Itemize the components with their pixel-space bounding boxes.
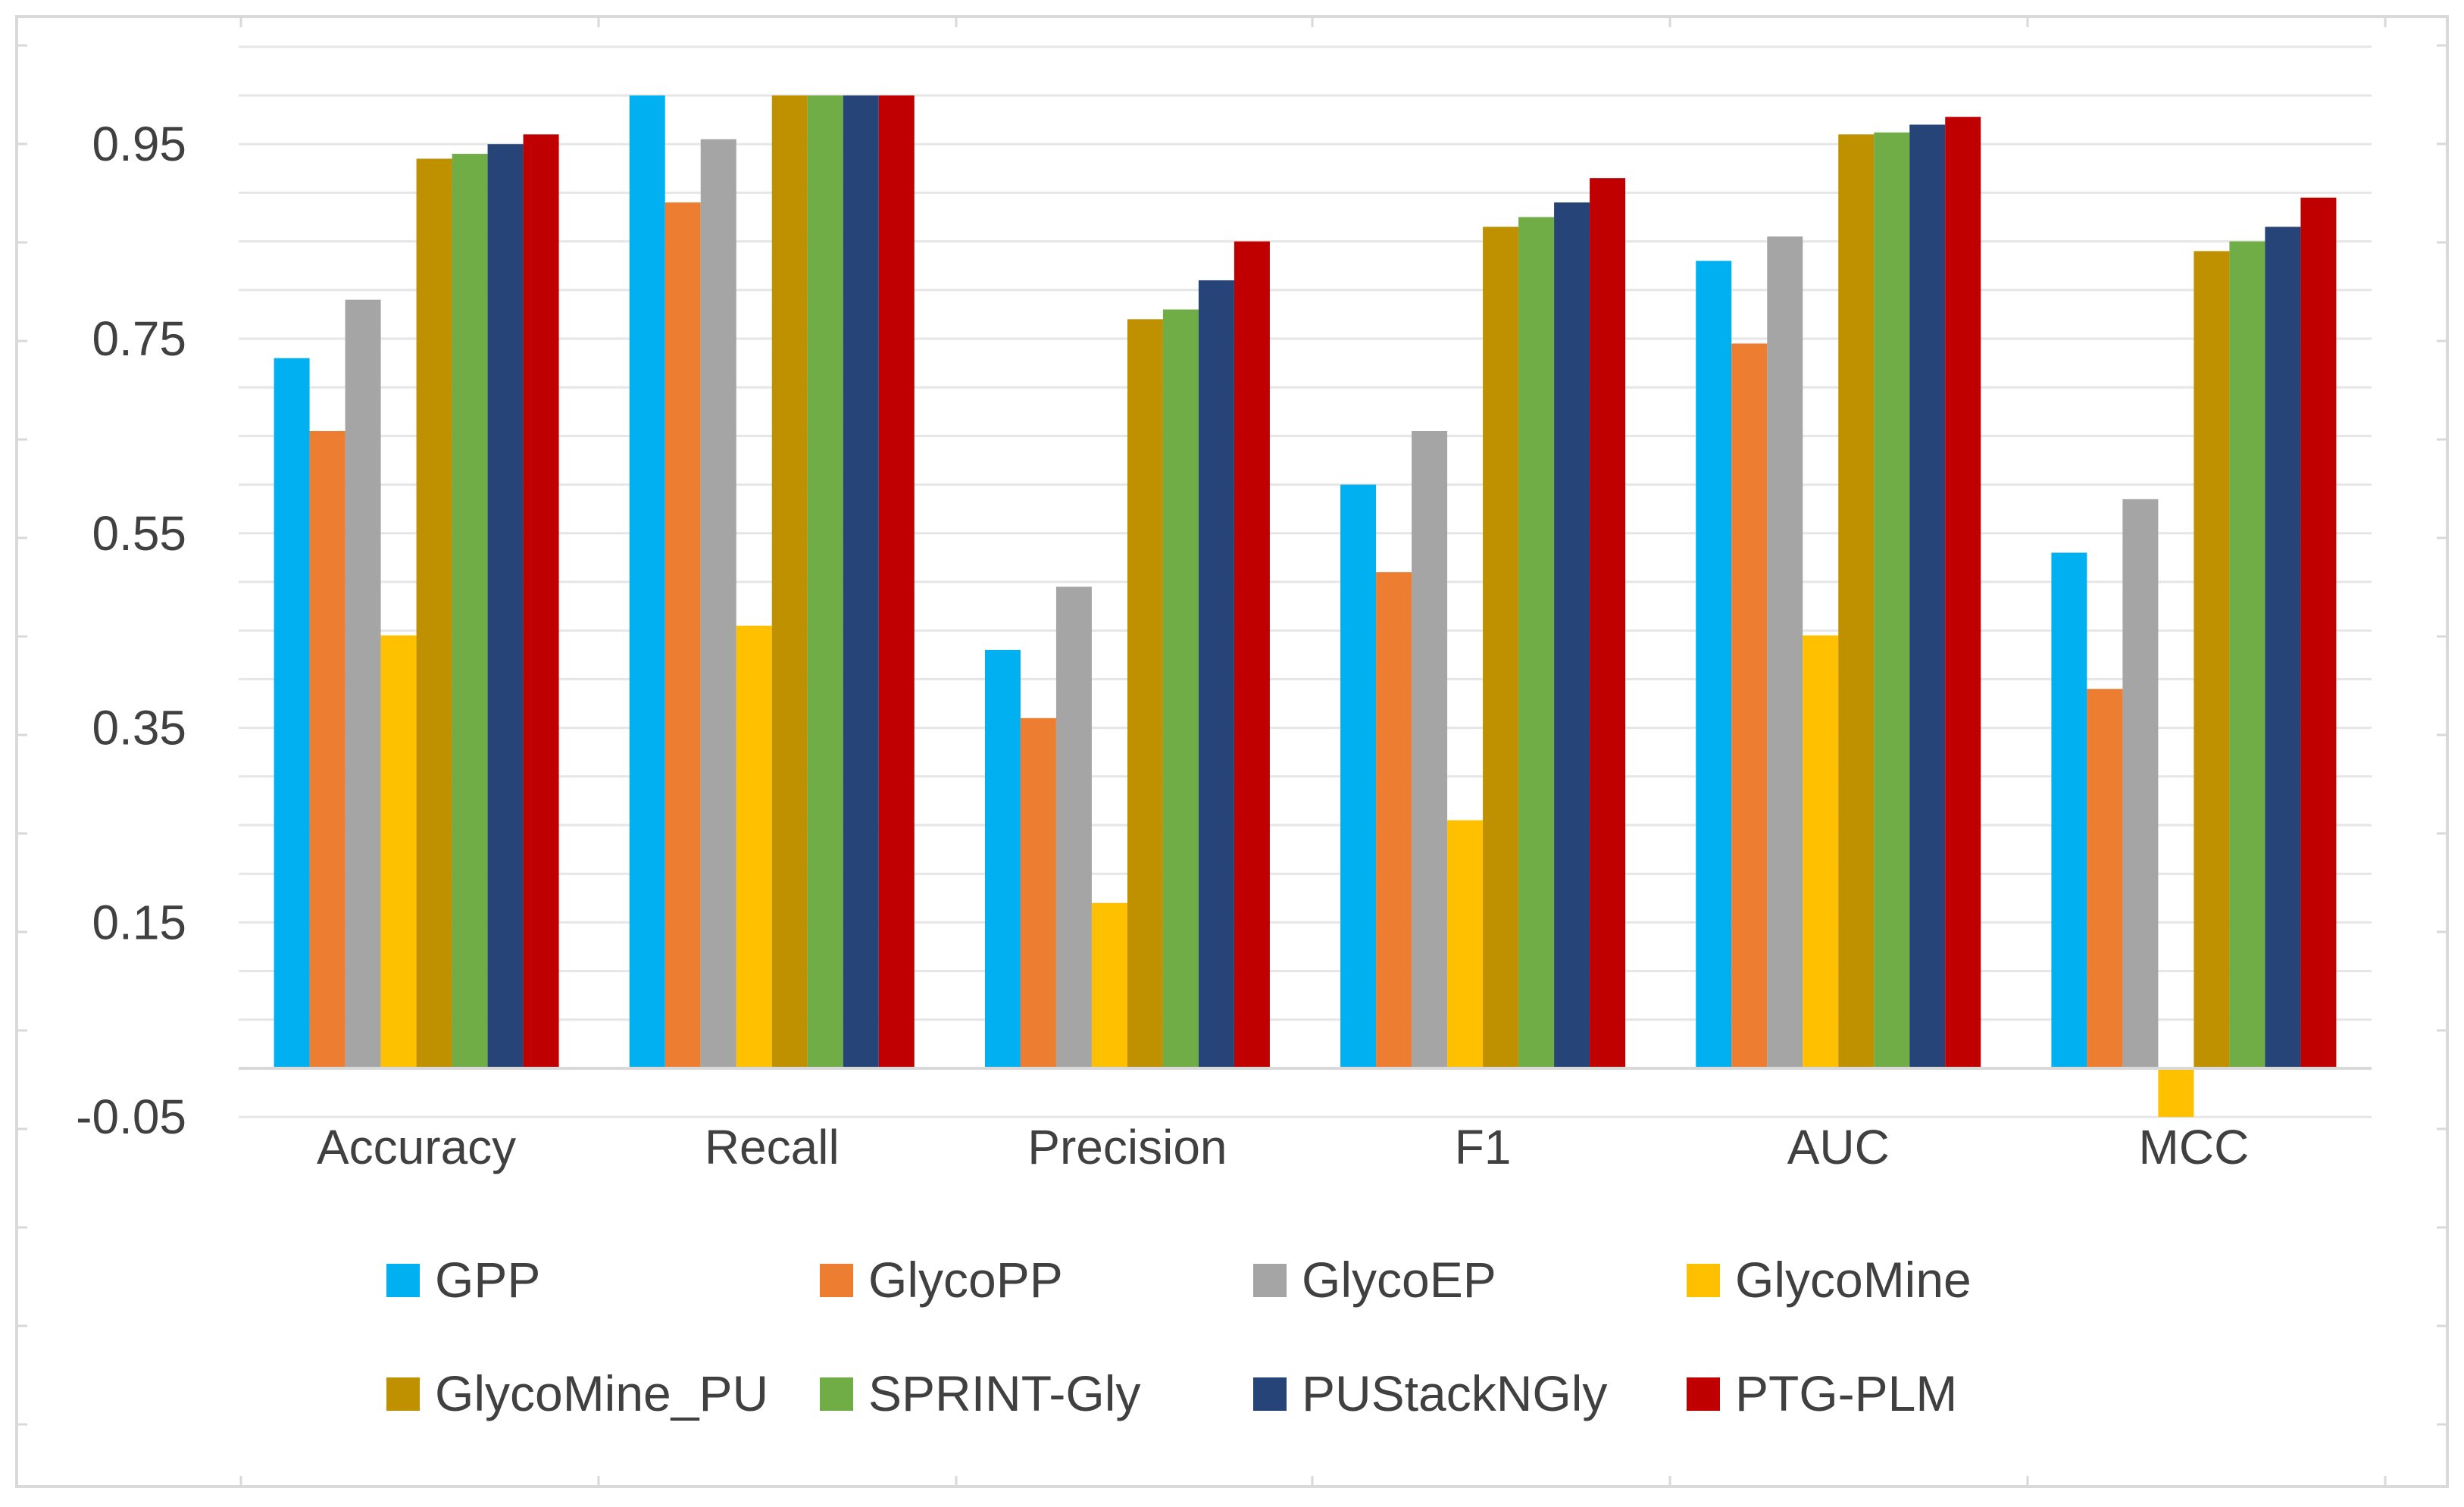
- bar-sprint-gly-recall: [807, 95, 843, 1068]
- legend-label: PTG-PLM: [1735, 1365, 1957, 1421]
- bar-glycoep-mcc: [2122, 499, 2159, 1068]
- y-axis-tick-labels: -0.05 0.15 0.35 0.55 0.75 0.95: [76, 117, 186, 1144]
- bar-glycopp-accuracy: [309, 430, 346, 1068]
- y-tick-label: 0.15: [92, 895, 186, 949]
- legend: GPP GlycoPP GlycoEP GlycoMine GlycoMine_PU SP…: [386, 1252, 1972, 1421]
- y-tick-label: 0.55: [92, 506, 186, 561]
- legend-label: GlycoMine: [1735, 1252, 1972, 1308]
- legend-label: SPRINT-Gly: [868, 1365, 1140, 1421]
- legend-label: GlycoPP: [868, 1252, 1063, 1308]
- legend-swatch: [1253, 1377, 1287, 1411]
- legend-swatch: [820, 1264, 853, 1297]
- bar-glycopp-auc: [1731, 343, 1768, 1068]
- bar-glycomine-pu-precision: [1127, 319, 1163, 1068]
- legend-label: GPP: [435, 1252, 540, 1308]
- x-tick-label: Recall: [705, 1120, 840, 1174]
- bar-glycomine-recall: [736, 625, 772, 1068]
- bar-pustackngly-accuracy: [487, 144, 524, 1069]
- bar-glycomine-f1: [1447, 820, 1484, 1068]
- x-tick-label: AUC: [1787, 1120, 1890, 1174]
- bar-glycoep-f1: [1412, 430, 1448, 1068]
- legend-swatch: [1253, 1264, 1287, 1297]
- bar-pustackngly-f1: [1554, 202, 1590, 1068]
- bar-ptg-plm-recall: [878, 95, 915, 1068]
- bar-ptg-plm-auc: [1945, 117, 1981, 1068]
- bar-glycomine-pu-f1: [1483, 227, 1519, 1069]
- legend-label: GlycoMine_PU: [435, 1365, 768, 1421]
- bar-gpp-accuracy: [274, 358, 310, 1068]
- bar-sprint-gly-auc: [1874, 132, 1910, 1069]
- bar-glycopp-mcc: [2087, 689, 2123, 1068]
- bar-glycopp-recall: [664, 202, 701, 1068]
- bar-glycomine-auc: [1803, 635, 1839, 1068]
- legend-swatch: [820, 1377, 853, 1411]
- bar-glycomine-accuracy: [380, 635, 417, 1068]
- bar-glycomine-pu-accuracy: [416, 158, 452, 1069]
- legend-swatch: [1687, 1264, 1720, 1297]
- bar-gpp-auc: [1696, 261, 1732, 1068]
- bar-pustackngly-recall: [843, 95, 879, 1068]
- x-tick-label: Precision: [1027, 1120, 1227, 1174]
- legend-swatch: [386, 1377, 420, 1411]
- bar-glycopp-f1: [1376, 572, 1412, 1068]
- bar-pustackngly-precision: [1198, 280, 1234, 1069]
- chart-border: [15, 15, 2449, 1488]
- y-tick-label: 0.35: [92, 701, 186, 755]
- bar-glycoep-accuracy: [345, 299, 381, 1068]
- bar-ptg-plm-f1: [1590, 178, 1626, 1068]
- bar-glycomine-pu-auc: [1838, 134, 1875, 1069]
- bar-pustackngly-mcc: [2265, 227, 2301, 1069]
- outer-tick-marks: [17, 17, 2447, 1487]
- x-tick-label: F1: [1455, 1120, 1512, 1174]
- legend-swatch: [386, 1264, 420, 1297]
- bar-sprint-gly-mcc: [2229, 241, 2265, 1069]
- bar-glycomine-mcc: [2158, 1068, 2194, 1118]
- bar-glycomine-precision: [1091, 902, 1127, 1068]
- y-tick-label: -0.05: [76, 1090, 186, 1144]
- bar-sprint-gly-precision: [1162, 309, 1199, 1069]
- legend-swatch: [1687, 1377, 1720, 1411]
- legend-label: GlycoEP: [1302, 1252, 1496, 1308]
- bar-glycoep-auc: [1767, 236, 1803, 1069]
- bar-gpp-f1: [1340, 484, 1377, 1068]
- bar-sprint-gly-accuracy: [452, 154, 488, 1068]
- y-tick-label: 0.75: [92, 311, 186, 366]
- bar-ptg-plm-accuracy: [523, 134, 559, 1069]
- bar-gpp-precision: [984, 649, 1021, 1068]
- bar-glycopp-precision: [1020, 718, 1056, 1068]
- legend-label: PUStackNGly: [1302, 1365, 1607, 1421]
- y-tick-label: 0.95: [92, 117, 186, 171]
- x-axis-category-labels: Accuracy Recall Precision F1 AUC MCC: [317, 1120, 2249, 1174]
- bar-glycomine-pu-mcc: [2194, 251, 2230, 1069]
- bar-glycoep-recall: [700, 139, 736, 1068]
- bar-glycoep-precision: [1055, 586, 1092, 1068]
- bar-pustackngly-auc: [1909, 124, 1946, 1068]
- bar-series: [274, 95, 2337, 1118]
- bar-glycomine-pu-recall: [771, 95, 808, 1068]
- bar-gpp-mcc: [2051, 552, 2087, 1068]
- x-tick-label: MCC: [2139, 1120, 2250, 1174]
- bar-ptg-plm-mcc: [2300, 197, 2337, 1068]
- bar-gpp-recall: [629, 95, 665, 1068]
- bar-sprint-gly-f1: [1518, 217, 1555, 1068]
- x-tick-label: Accuracy: [317, 1120, 516, 1174]
- bar-ptg-plm-precision: [1234, 241, 1270, 1069]
